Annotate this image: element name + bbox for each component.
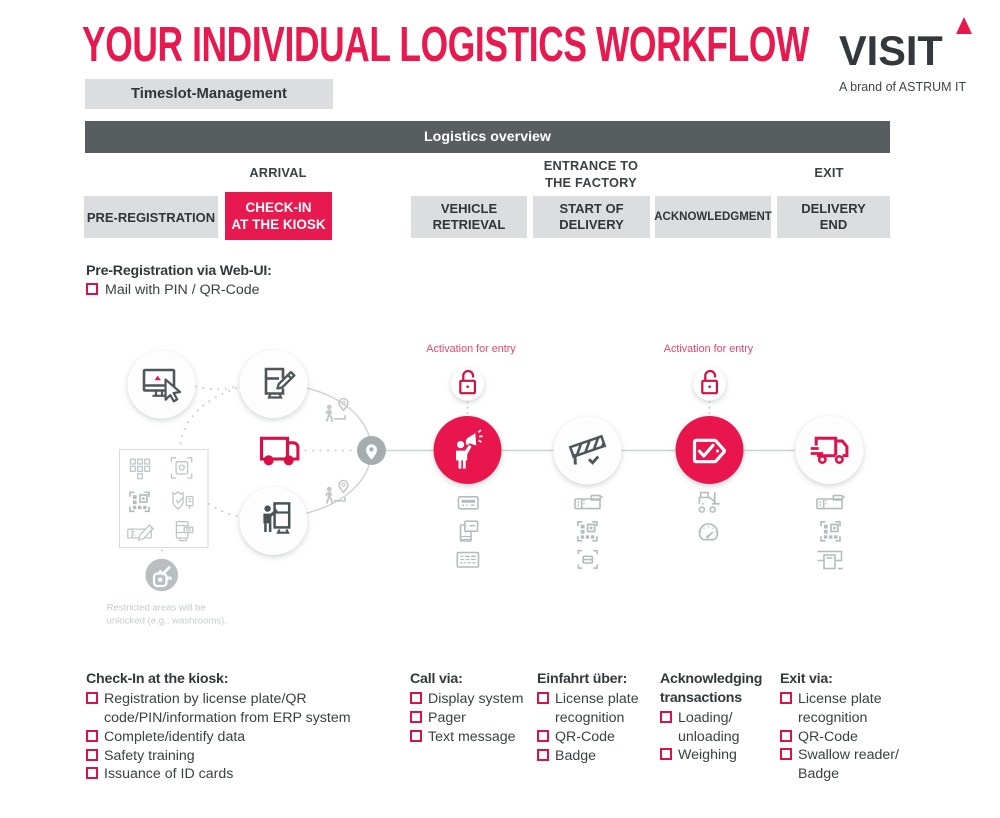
svg-text:unlocked (e.g., washrooms).: unlocked (e.g., washrooms). (107, 616, 228, 627)
svg-text:Activation for entry: Activation for entry (426, 343, 516, 355)
svg-text:Restricted areas will be: Restricted areas will be (107, 603, 206, 614)
svg-text:Activation for entry: Activation for entry (664, 343, 754, 355)
